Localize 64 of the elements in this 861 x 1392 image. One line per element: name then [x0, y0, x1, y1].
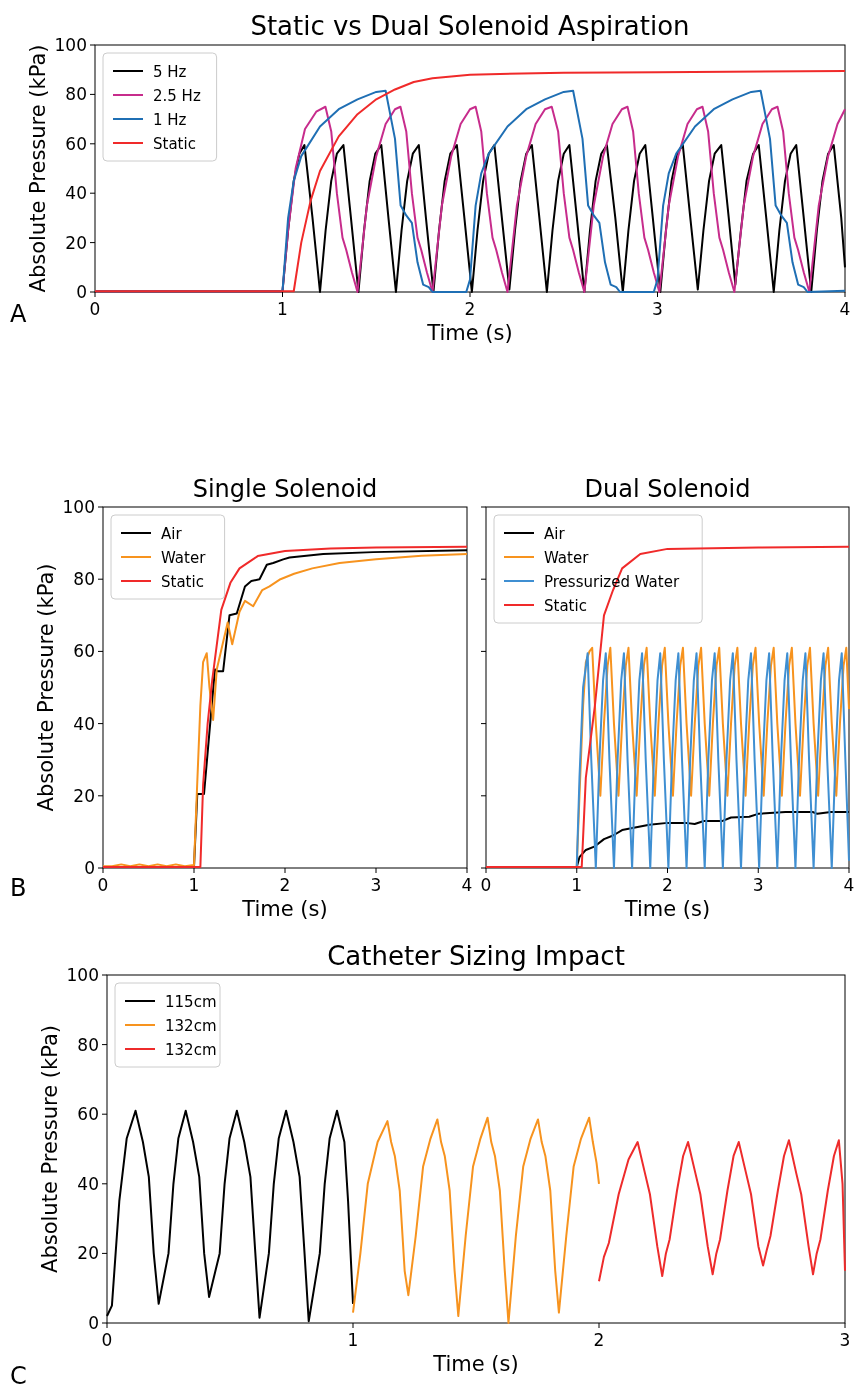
y-tick-label: 80: [77, 1034, 99, 1055]
x-axis-title: Time (s): [426, 321, 513, 345]
chart-title: Static vs Dual Solenoid Aspiration: [250, 11, 690, 41]
x-tick-label: 1: [347, 1330, 359, 1350]
y-tick-label: 60: [77, 1104, 99, 1125]
y-tick-label: 0: [76, 282, 87, 302]
x-axis-title: Time (s): [623, 897, 711, 921]
legend-label: 132cm: [165, 1017, 217, 1035]
text: C: [10, 1362, 27, 1390]
x-tick-label: 4: [839, 299, 851, 319]
legend-label: Static: [544, 597, 587, 615]
x-tick-label: 3: [839, 1330, 851, 1350]
y-tick-label: 100: [66, 965, 99, 985]
text: B: [10, 874, 27, 902]
legend-label: Water: [544, 549, 590, 567]
x-tick-label: 2: [593, 1330, 605, 1350]
x-tick-label: 3: [652, 299, 663, 319]
y-tick-label: 100: [54, 35, 87, 55]
y-tick-label: 40: [65, 183, 87, 204]
x-tick-label: 2: [464, 299, 476, 319]
text: A: [10, 300, 27, 328]
x-tick-label: 1: [188, 875, 200, 895]
y-tick-label: 20: [65, 232, 87, 253]
x-tick-label: 1: [277, 299, 288, 319]
y-axis-title: Absolute Pressure (kPa): [26, 44, 50, 293]
legend-label: Static: [161, 573, 204, 591]
x-axis-title: Time (s): [432, 1352, 519, 1376]
x-tick-label: 3: [752, 875, 764, 895]
legend-label: Air: [161, 525, 183, 543]
y-tick-label: 0: [88, 1313, 99, 1333]
legend-label: Static: [153, 135, 196, 153]
legend-label: 5 Hz: [153, 63, 187, 81]
y-tick-label: 40: [73, 713, 95, 734]
legend-label: 132cm: [165, 1041, 217, 1059]
y-tick-label: 0: [84, 858, 95, 878]
y-axis-title: Absolute Pressure (kPa): [34, 563, 58, 812]
y-tick-label: 60: [65, 133, 87, 154]
x-tick-label: 4: [843, 875, 855, 895]
legend-label: 1 Hz: [153, 111, 187, 129]
x-tick-label: 2: [279, 875, 291, 895]
y-tick-label: 60: [73, 641, 95, 662]
chart-title: Catheter Sizing Impact: [327, 941, 625, 971]
line-series: [352, 1116, 600, 1324]
x-tick-label: 2: [662, 875, 673, 895]
x-tick-label: 0: [480, 875, 492, 895]
legend-label: 2.5 Hz: [153, 87, 201, 105]
x-tick-label: 1: [571, 875, 583, 895]
x-axis-title: Time (s): [241, 897, 328, 921]
y-tick-label: 80: [65, 84, 87, 105]
y-tick-label: 100: [62, 497, 95, 517]
y-tick-label: 20: [77, 1243, 99, 1264]
y-tick-label: 80: [73, 569, 95, 590]
chart-title: Dual Solenoid: [584, 475, 751, 503]
x-tick-label: 4: [461, 875, 473, 895]
y-tick-label: 40: [77, 1173, 99, 1194]
legend-label: Air: [544, 525, 566, 543]
x-tick-label: 3: [370, 875, 382, 895]
legend-label: 115cm: [165, 993, 217, 1011]
chart-title: Single Solenoid: [192, 475, 378, 503]
line-series: [598, 1139, 846, 1283]
y-axis-title: Absolute Pressure (kPa): [38, 1025, 62, 1273]
x-tick-label: 0: [101, 1330, 113, 1350]
legend-label: Water: [161, 549, 207, 567]
y-tick-label: 20: [73, 785, 95, 806]
